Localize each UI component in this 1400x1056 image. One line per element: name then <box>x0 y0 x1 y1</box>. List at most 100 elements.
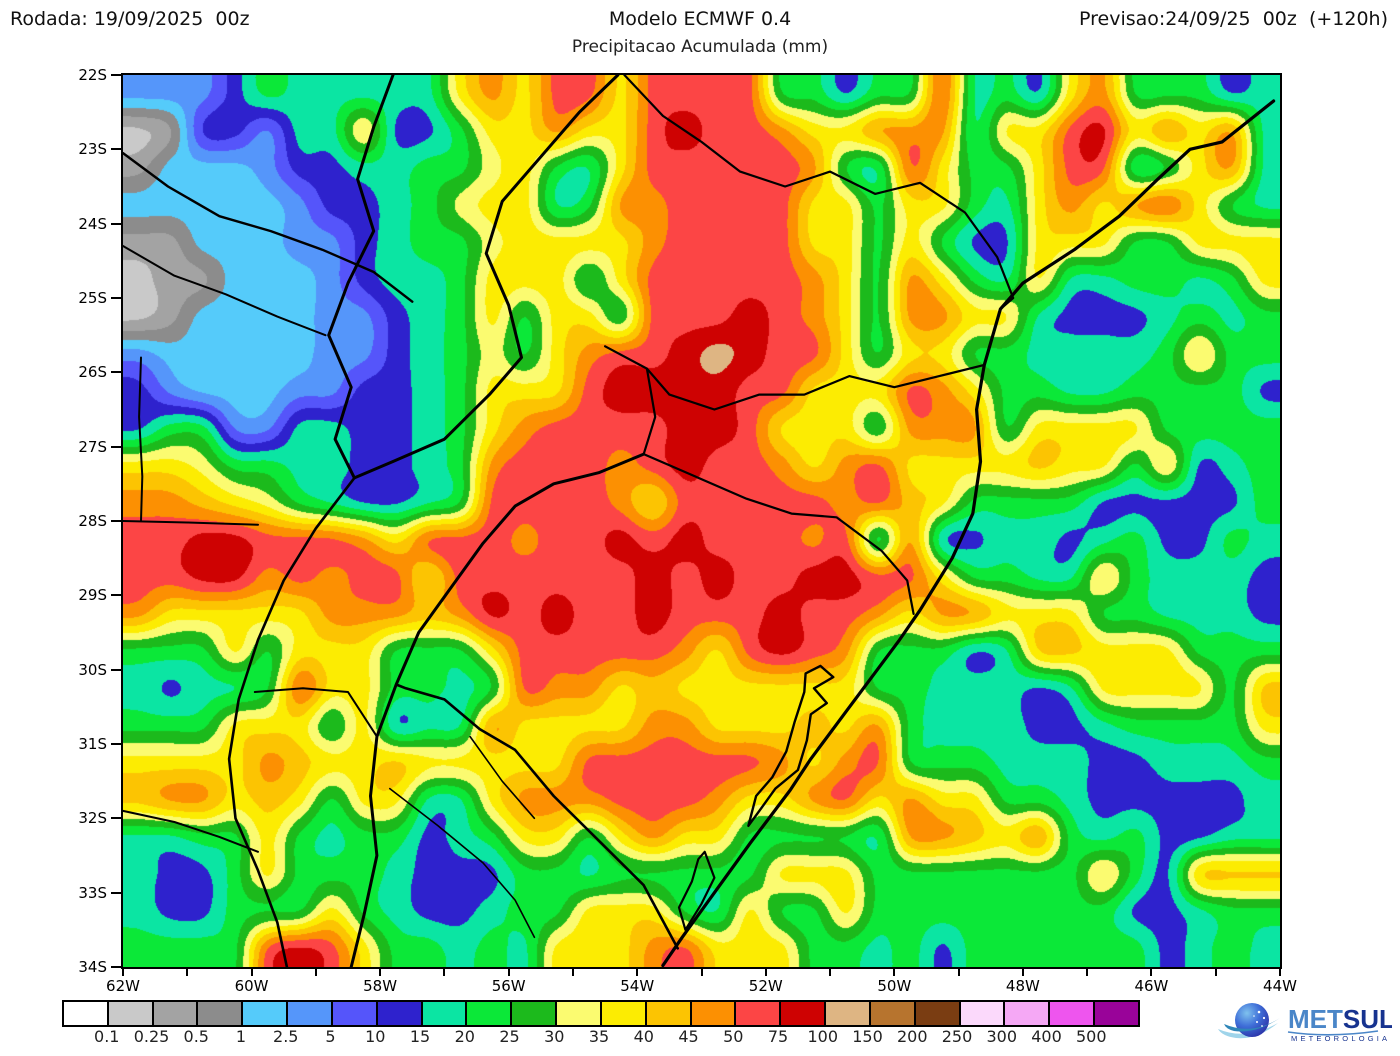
metsul-logo: METSUL METEOROLOGIA <box>1212 996 1395 1052</box>
colorbar-threshold-label: 50 <box>723 1027 744 1046</box>
border-line <box>122 245 327 337</box>
colorbar-cell <box>377 1002 423 1025</box>
colorbar-cell <box>422 1002 468 1025</box>
colorbar-cell <box>1050 1002 1096 1025</box>
colorbar-cell <box>915 1002 961 1025</box>
y-axis-label: 25S <box>78 289 107 307</box>
map-subtitle: Precipitacao Acumulada (mm) <box>571 37 829 57</box>
colorbar-threshold-label: 0.5 <box>183 1027 209 1046</box>
x-axis-label: 44W <box>1263 977 1297 995</box>
x-axis-label: 48W <box>1005 977 1040 995</box>
colorbar-cell <box>332 1002 378 1025</box>
precipitation-field-canvas <box>123 75 1280 967</box>
y-axis-tick <box>111 148 121 151</box>
x-axis-tick <box>636 967 639 976</box>
border-line <box>747 664 835 827</box>
logo-text-met: MET <box>1288 1004 1343 1034</box>
x-axis-label: 60W <box>234 977 269 995</box>
colorbar-cell <box>288 1002 333 1025</box>
border-line <box>388 787 536 939</box>
colorbar-threshold-label: 300 <box>986 1027 1018 1046</box>
y-axis-label: 32S <box>78 809 107 828</box>
y-axis-tick <box>111 371 121 374</box>
map-title: Modelo ECMWF 0.4 <box>608 8 792 30</box>
colorbar-cell <box>826 1002 871 1025</box>
y-axis-label: 28S <box>78 512 107 530</box>
x-axis-tick <box>893 967 896 976</box>
x-axis-tick <box>379 967 382 976</box>
colorbar-cell <box>64 1002 109 1025</box>
x-axis-tick <box>571 967 574 976</box>
x-axis-label: 54W <box>620 977 655 995</box>
colorbar-threshold-label: 2.5 <box>273 1027 299 1046</box>
y-axis-tick <box>111 297 121 299</box>
y-axis-label: 27S <box>78 437 107 456</box>
border-line <box>677 850 716 931</box>
x-axis-tick <box>186 967 189 976</box>
map-frame <box>121 73 1282 969</box>
colorbar-threshold-label: 150 <box>852 1027 883 1046</box>
colorbar-cell <box>198 1002 244 1025</box>
logo-tagline: METEOROLOGIA <box>1291 1034 1390 1043</box>
colorbar-threshold-label: 0.25 <box>133 1027 170 1046</box>
colorbar-threshold-label: 500 <box>1075 1027 1107 1046</box>
border-line <box>352 73 620 480</box>
x-axis-tick <box>1150 967 1153 976</box>
y-axis-tick <box>111 668 121 671</box>
colorbar-threshold-label: 75 <box>767 1027 789 1046</box>
x-axis-tick <box>314 967 317 976</box>
colorbar-cell <box>512 1002 558 1025</box>
y-axis-label: 23S <box>78 140 107 159</box>
y-axis-tick <box>111 891 121 894</box>
x-axis-label: 46W <box>1134 977 1169 995</box>
y-axis-tick <box>111 445 121 448</box>
colorbar-cell <box>960 1002 1006 1025</box>
y-axis-label: 30S <box>78 660 107 679</box>
x-axis-label: 58W <box>363 977 398 995</box>
x-axis-label: 50W <box>877 977 912 995</box>
y-axis-label: 24S <box>78 214 107 233</box>
y-axis-label: 34S <box>78 958 107 976</box>
border-line <box>623 73 1015 311</box>
border-line <box>122 520 259 526</box>
border-line <box>138 356 144 522</box>
y-axis-label: 31S <box>78 735 107 753</box>
logo-text-sul: SUL <box>1343 1004 1392 1034</box>
colorbar-threshold-label: 250 <box>941 1027 973 1046</box>
x-axis-tick <box>700 967 703 976</box>
border-line <box>121 151 414 303</box>
border-line <box>122 809 259 853</box>
colorbar-cell <box>601 1002 647 1025</box>
x-axis-label: 62W <box>106 977 140 995</box>
colorbar-cell <box>153 1002 199 1025</box>
y-axis-tick <box>111 966 121 968</box>
x-axis-tick <box>1214 967 1217 976</box>
y-axis-tick <box>111 74 121 76</box>
colorbar-threshold-label: 15 <box>409 1027 431 1046</box>
border-line <box>253 687 378 738</box>
x-axis-tick <box>1279 967 1281 976</box>
border-line <box>469 735 536 820</box>
colorbar-cell <box>1005 1002 1051 1025</box>
y-axis-tick <box>111 520 121 522</box>
x-axis-tick <box>764 967 767 976</box>
precipitation-colorbar <box>62 1000 1140 1027</box>
colorbar-cell <box>691 1002 737 1025</box>
border-line <box>327 73 395 480</box>
x-axis-tick <box>1086 967 1089 976</box>
colorbar-threshold-label: 10 <box>365 1027 386 1046</box>
border-line <box>394 683 680 950</box>
y-axis-tick <box>111 594 121 597</box>
colorbar-threshold-label: 35 <box>588 1027 610 1046</box>
y-axis-label: 29S <box>78 586 107 605</box>
colorbar-cell <box>870 1002 916 1025</box>
colorbar-cell <box>646 1002 692 1025</box>
x-axis-tick <box>122 967 124 976</box>
x-axis-tick <box>1021 967 1024 976</box>
colorbar-threshold-label: 45 <box>678 1027 699 1046</box>
y-axis-tick <box>111 817 121 820</box>
y-axis-label: 26S <box>78 363 107 382</box>
colorbar-cell <box>736 1002 782 1025</box>
y-axis-tick <box>111 743 121 745</box>
x-axis-label: 56W <box>491 977 526 995</box>
